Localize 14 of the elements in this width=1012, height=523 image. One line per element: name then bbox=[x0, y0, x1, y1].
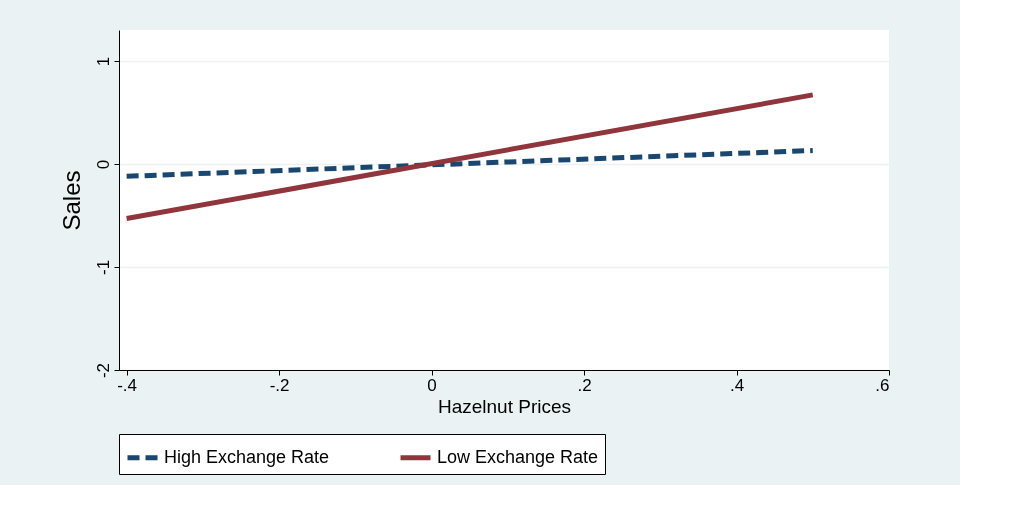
x-tick-label: 0 bbox=[427, 375, 437, 395]
legend-label: Low Exchange Rate bbox=[437, 446, 599, 467]
x-tick-label: -.2 bbox=[269, 375, 290, 395]
y-tick-label: -2 bbox=[93, 362, 113, 379]
y-tick-label: -1 bbox=[93, 259, 113, 276]
x-axis-title: Hazelnut Prices bbox=[437, 395, 572, 417]
x-tick-label: .6 bbox=[875, 375, 890, 395]
x-tick-label: .4 bbox=[729, 375, 745, 395]
y-axis-title: Sales bbox=[57, 170, 85, 231]
x-tick-label: .2 bbox=[577, 375, 592, 395]
y-tick-label: 0 bbox=[93, 159, 113, 170]
x-tick-label: -.4 bbox=[117, 375, 138, 395]
legend-label: High Exchange Rate bbox=[164, 446, 330, 467]
y-tick-label: 1 bbox=[93, 56, 113, 67]
